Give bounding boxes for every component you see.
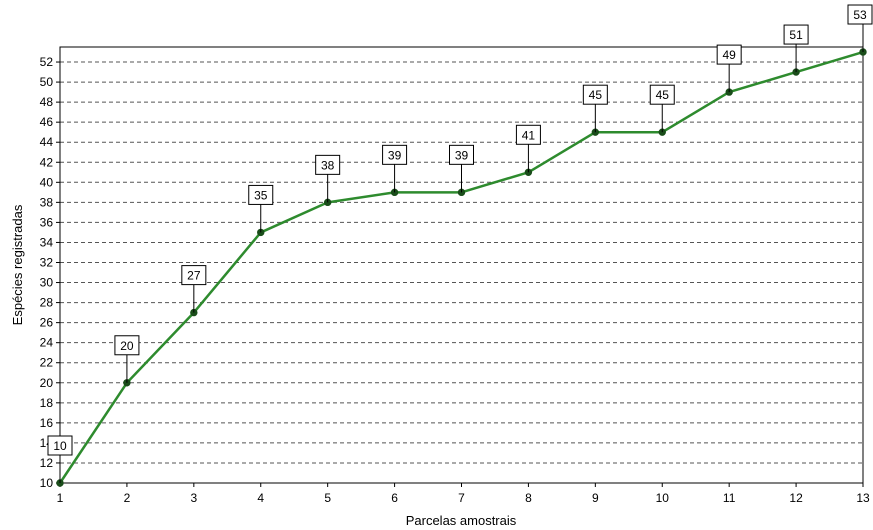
data-label-box <box>382 144 408 165</box>
x-tick-label: 7 <box>458 491 465 505</box>
y-tick-label: 36 <box>40 215 54 229</box>
x-tick-label: 9 <box>592 491 599 505</box>
x-axis-label: Parcelas amostrais <box>406 513 517 528</box>
data-label: 27 <box>187 269 201 283</box>
y-tick-label: 32 <box>40 255 54 269</box>
y-tick-label: 24 <box>40 336 54 350</box>
data-label: 35 <box>254 188 268 202</box>
y-tick-label: 40 <box>40 175 54 189</box>
y-tick-label: 46 <box>40 115 54 129</box>
y-tick-label: 10 <box>40 476 54 490</box>
x-tick-label: 10 <box>656 491 670 505</box>
data-label-box <box>582 84 608 105</box>
y-tick-label: 26 <box>40 316 54 330</box>
x-tick-label: 6 <box>391 491 398 505</box>
x-tick-label: 1 <box>57 491 64 505</box>
y-tick-label: 18 <box>40 396 54 410</box>
grid-lines <box>60 61 863 464</box>
y-tick-label: 34 <box>40 235 54 249</box>
y-tick-label: 44 <box>40 135 54 149</box>
data-label: 41 <box>522 128 536 142</box>
x-tick-label: 12 <box>789 491 803 505</box>
data-label-box <box>248 184 274 205</box>
data-label-box <box>449 144 474 165</box>
data-labels: 10 20 27 35 38 39 39 41 45 45 49 51 53 <box>47 4 873 483</box>
y-tick-label: 22 <box>40 356 54 370</box>
y-tick-label: 38 <box>40 195 54 209</box>
data-label-box <box>47 435 73 456</box>
y-tick-label: 28 <box>40 296 54 310</box>
y-tick-label: 16 <box>40 416 54 430</box>
data-label-box <box>181 265 207 286</box>
data-label: 39 <box>388 148 402 162</box>
x-axis-ticks: 1 2 3 4 5 6 7 8 9 10 11 12 13 <box>57 483 870 505</box>
data-label: 49 <box>722 48 736 62</box>
y-tick-label: 30 <box>40 276 54 290</box>
data-label: 51 <box>789 28 803 42</box>
y-tick-label: 52 <box>40 55 54 69</box>
y-tick-label: 20 <box>40 376 54 390</box>
data-label-box <box>315 154 341 175</box>
data-label: 53 <box>853 8 867 22</box>
x-tick-label: 3 <box>190 491 197 505</box>
y-tick-label: 12 <box>40 456 54 470</box>
data-label: 10 <box>53 439 67 453</box>
x-tick-label: 5 <box>324 491 331 505</box>
y-axis-ticks: 1012141618202224262830323436384042444648… <box>40 55 60 490</box>
plot-background <box>60 47 863 483</box>
data-label-box <box>114 335 140 356</box>
data-label-box <box>515 124 541 145</box>
data-label: 45 <box>656 88 670 102</box>
x-tick-label: 8 <box>525 491 532 505</box>
data-label-box <box>847 4 873 25</box>
data-label: 45 <box>589 88 603 102</box>
plot-frame <box>59 46 864 484</box>
data-label: 20 <box>120 339 134 353</box>
data-label-box <box>783 24 809 45</box>
x-tick-label: 13 <box>856 491 870 505</box>
y-tick-label: 42 <box>40 155 54 169</box>
x-tick-label: 4 <box>257 491 264 505</box>
data-label-box <box>716 44 742 65</box>
y-axis-label: Espécies registradas <box>10 204 25 325</box>
data-label: 38 <box>321 158 335 172</box>
x-tick-label: 2 <box>124 491 131 505</box>
y-tick-label: 48 <box>40 95 54 109</box>
data-label-box <box>649 84 675 105</box>
x-tick-label: 11 <box>723 491 736 505</box>
data-label: 39 <box>455 148 469 162</box>
y-tick-label: 50 <box>40 75 54 89</box>
